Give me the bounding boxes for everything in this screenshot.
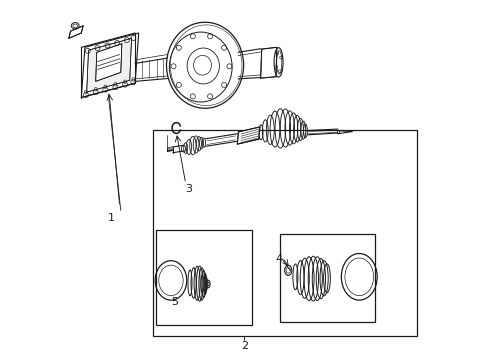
Polygon shape [260, 47, 276, 78]
Text: 1: 1 [108, 213, 115, 222]
Polygon shape [237, 127, 260, 144]
Polygon shape [81, 33, 139, 98]
Text: 2: 2 [241, 341, 247, 351]
Bar [155, 230, 252, 325]
Text: 4: 4 [274, 254, 282, 264]
Polygon shape [86, 39, 131, 92]
Bar [280, 234, 375, 321]
Polygon shape [96, 44, 122, 81]
Text: 5: 5 [171, 297, 178, 307]
Bar [153, 130, 416, 336]
Polygon shape [69, 26, 83, 39]
Text: 3: 3 [185, 184, 192, 194]
